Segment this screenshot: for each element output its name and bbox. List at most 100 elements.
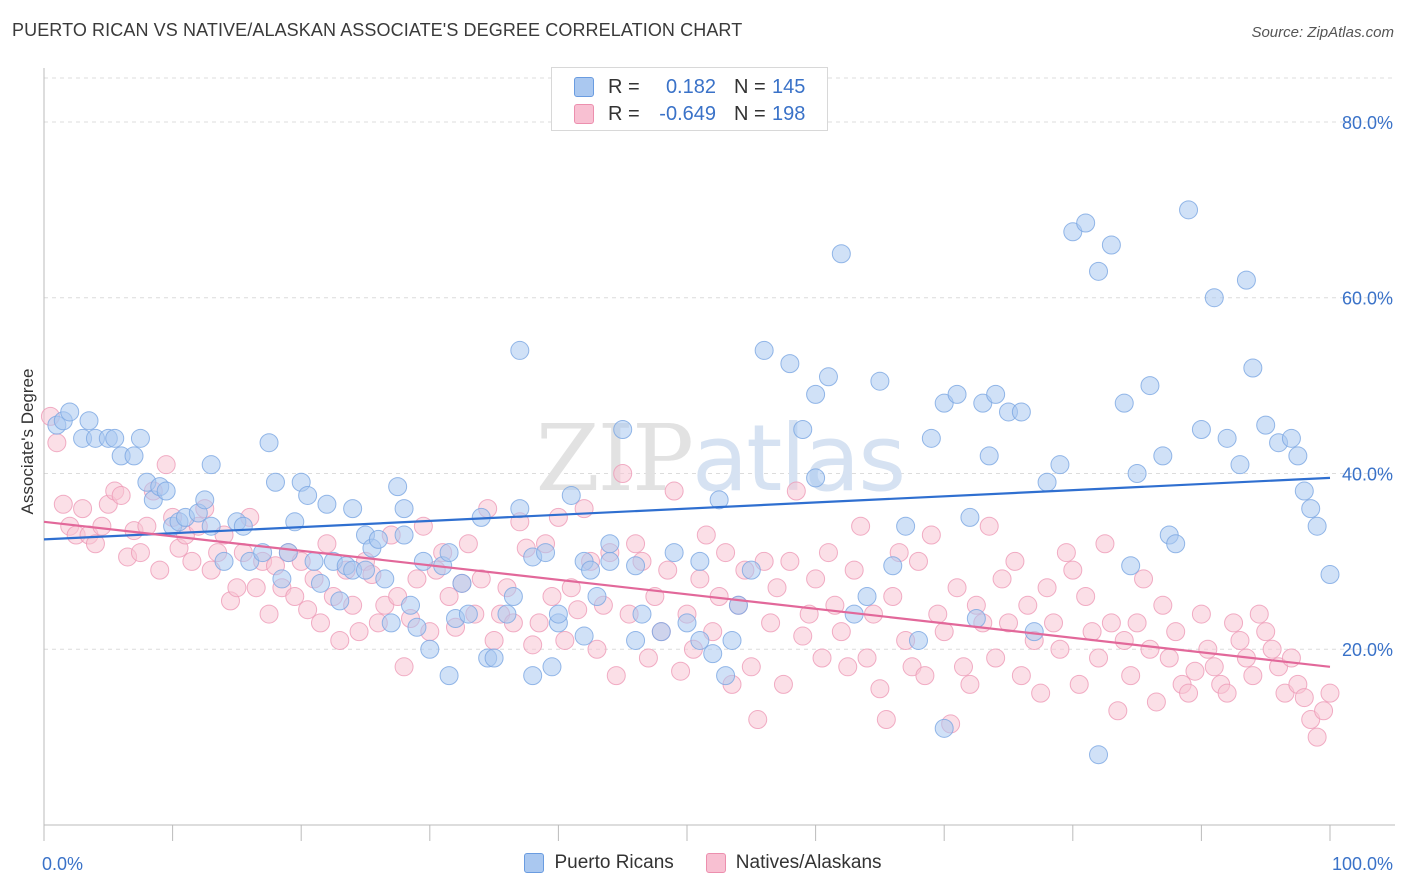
native-alaskan-point (638, 648, 658, 668)
puerto-rican-point (626, 556, 646, 576)
native-alaskan-point (1011, 666, 1031, 686)
puerto-rican-point (806, 384, 826, 404)
x-tick-label: 100.0% (1332, 854, 1393, 874)
puerto-rican-point (986, 384, 1006, 404)
puerto-rican-point (1243, 358, 1263, 378)
native-alaskan-point (1307, 727, 1327, 747)
y-tick-label: 80.0% (1342, 113, 1393, 133)
legend-label-natives-alaskans: Natives/Alaskans (735, 852, 882, 873)
native-alaskan-point (1069, 674, 1089, 694)
puerto-rican-point (1076, 213, 1096, 233)
puerto-rican-point (690, 630, 710, 650)
y-tick-label: 40.0% (1342, 464, 1393, 484)
legend-item-natives-alaskans[interactable]: Natives/Alaskans (705, 852, 882, 874)
native-alaskan-point (870, 679, 890, 699)
native-alaskan-point (831, 622, 851, 642)
native-alaskan-point (439, 587, 459, 607)
puerto-rican-point (394, 525, 414, 545)
puerto-rican-point (581, 560, 601, 580)
native-alaskan-point (812, 648, 832, 668)
puerto-rican-point (831, 244, 851, 264)
puerto-rican-point (510, 340, 530, 360)
puerto-rican-point (1140, 376, 1160, 396)
legend-swatch-pink (705, 853, 726, 873)
puerto-rican-point (709, 490, 729, 510)
native-alaskan-point (908, 551, 928, 571)
puerto-rican-point (574, 626, 594, 646)
native-alaskan-point (246, 578, 266, 598)
native-alaskan-point (1243, 666, 1263, 686)
native-alaskan-point (285, 587, 305, 607)
puerto-rican-point (1153, 446, 1173, 466)
native-alaskan-point (150, 560, 170, 580)
native-alaskan-point (182, 551, 202, 571)
native-alaskan-point (960, 674, 980, 694)
native-alaskan-point (394, 657, 414, 677)
native-alaskan-point (1050, 639, 1070, 659)
native-alaskan-point (1031, 683, 1051, 703)
puerto-rican-point (1204, 288, 1224, 308)
legend-swatch-pink (574, 104, 594, 124)
native-alaskan-point (1294, 688, 1314, 708)
native-alaskan-point (1108, 701, 1128, 721)
puerto-rican-point (1191, 420, 1211, 440)
legend-item-puerto-ricans[interactable]: Puerto Ricans (524, 852, 674, 874)
puerto-rican-point (420, 639, 440, 659)
puerto-rican-point (741, 560, 761, 580)
native-alaskan-point (259, 604, 279, 624)
native-alaskan-point (741, 657, 761, 677)
y-tick-label: 20.0% (1342, 640, 1393, 660)
legend-r-label: R = (608, 102, 640, 125)
puerto-rican-trend-line (43, 476, 1331, 541)
puerto-rican-point (806, 468, 826, 488)
legend-row-natives-alaskans: R = -0.649 N = 198 (574, 100, 805, 128)
native-alaskan-point (1114, 630, 1134, 650)
y-axis-label: Associate's Degree (18, 369, 37, 515)
puerto-rican-point (330, 591, 350, 611)
native-alaskan-point (73, 499, 93, 519)
native-alaskan-point (1230, 630, 1250, 650)
native-alaskan-point (1056, 543, 1076, 563)
puerto-rican-point (413, 551, 433, 571)
native-alaskan-point (857, 648, 877, 668)
puerto-rican-point (79, 411, 99, 431)
native-alaskan-point (1198, 639, 1218, 659)
native-alaskan-point (986, 648, 1006, 668)
native-alaskan-point (658, 560, 678, 580)
native-alaskan-point (1082, 622, 1102, 642)
native-alaskan-point (773, 674, 793, 694)
puerto-rican-point (1127, 463, 1147, 483)
native-alaskan-point (471, 569, 491, 589)
puerto-rican-point (548, 604, 568, 624)
puerto-rican-point (1166, 534, 1186, 554)
puerto-rican-point (523, 666, 543, 686)
puerto-rican-point (356, 560, 375, 580)
legend-label-puerto-ricans: Puerto Ricans (554, 852, 674, 873)
legend-r-value: -0.649 (659, 102, 716, 125)
chart-title: PUERTO RICAN VS NATIVE/ALASKAN ASSOCIATE… (12, 20, 743, 40)
native-alaskan-point (317, 534, 337, 554)
native-alaskan-point (561, 578, 581, 598)
native-alaskan-point (1153, 595, 1173, 615)
native-alaskan-point (1320, 683, 1340, 703)
native-alaskan-point (1185, 661, 1205, 681)
native-alaskan-point (310, 613, 330, 633)
puerto-rican-point (214, 551, 234, 571)
native-alaskan-point (979, 516, 999, 536)
puerto-rican-point (381, 613, 401, 633)
puerto-rican-point (1217, 428, 1237, 448)
legend-n-label: N = (734, 102, 766, 125)
puerto-rican-point (722, 630, 742, 650)
puerto-rican-point (388, 477, 408, 497)
puerto-rican-point (1114, 393, 1134, 413)
puerto-rican-point (1294, 481, 1314, 501)
puerto-rican-point (201, 455, 221, 475)
puerto-rican-point (542, 657, 562, 677)
puerto-rican-point (1256, 415, 1276, 435)
x-tick-label: 0.0% (42, 854, 83, 874)
native-alaskan-point (1095, 534, 1115, 554)
puerto-rican-point (703, 644, 723, 664)
native-alaskan-point (1204, 657, 1224, 677)
puerto-rican-point (401, 595, 421, 615)
